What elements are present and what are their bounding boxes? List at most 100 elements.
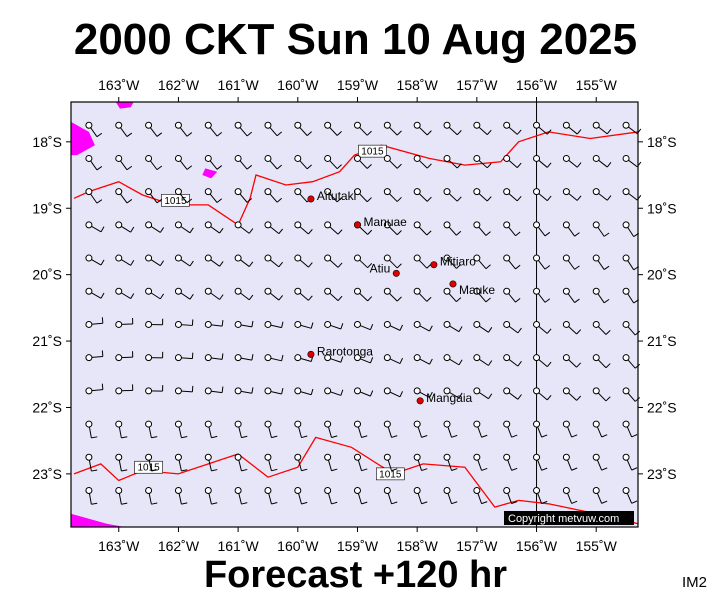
barb-station: [622, 154, 630, 162]
barb-station: [145, 387, 153, 395]
barb-station: [622, 387, 630, 395]
barb-flag: [211, 469, 218, 472]
barb-flag: [281, 354, 284, 361]
barb-station: [115, 254, 123, 262]
copyright-background: [504, 511, 634, 525]
barb-flag: [101, 383, 104, 390]
barb-station: [533, 154, 541, 162]
barb-station: [413, 486, 421, 494]
barb-station: [443, 254, 451, 262]
barb-flag: [456, 230, 462, 236]
barb-station: [622, 320, 630, 328]
barb-station: [413, 420, 421, 428]
barb-flag: [278, 261, 284, 268]
barb-flag: [156, 198, 163, 204]
isobar-line: [73, 131, 639, 226]
wind-barb: [234, 221, 254, 234]
barb-station: [592, 387, 600, 395]
copyright-box: Copyright metvuw.com: [504, 511, 634, 525]
barb-flag: [100, 292, 105, 299]
lat-label-left: 20˚S: [32, 267, 62, 283]
barb-station: [533, 221, 541, 229]
wind-barb: [473, 453, 488, 471]
wind-barb: [562, 287, 580, 303]
wind-barb: [503, 188, 522, 202]
barb-station: [85, 486, 93, 494]
barb-station: [234, 287, 242, 295]
wind-barb: [443, 420, 458, 438]
barb-station: [264, 254, 272, 262]
wind-barb: [383, 287, 402, 302]
wind-barb: [115, 287, 135, 299]
wind-barb: [324, 121, 342, 136]
wind-barb: [85, 383, 104, 395]
wind-barb: [174, 352, 194, 362]
barb-station: [204, 387, 212, 395]
lon-label-top: 156˚W: [516, 77, 558, 93]
barb-flag: [337, 262, 343, 268]
barb-flag: [101, 350, 104, 357]
island-label: Mauke: [459, 283, 495, 297]
lat-label-right: 18˚S: [647, 134, 677, 150]
barb-station: [85, 453, 93, 461]
barb-flag: [91, 502, 98, 505]
wind-barb: [145, 154, 163, 171]
barb-flag: [426, 163, 432, 169]
forecast-lead-time: Forecast +120 hr: [203, 554, 508, 596]
lon-label-bottom: 160˚W: [277, 538, 319, 554]
lon-label-bottom: 162˚W: [158, 538, 200, 554]
barb-flag: [488, 360, 493, 366]
barb-flag: [306, 164, 312, 170]
barb-flag: [486, 196, 492, 202]
barb-station: [294, 221, 302, 229]
wind-barb: [622, 486, 638, 504]
wind-barb: [503, 320, 522, 334]
barb-flag: [216, 198, 223, 203]
wind-barb: [443, 387, 463, 399]
barb-station: [592, 486, 600, 494]
copyright-text: Copyright metvuw.com: [508, 513, 619, 525]
wind-barb: [562, 188, 582, 201]
barb-flag: [603, 265, 610, 271]
barb-flag: [248, 294, 254, 301]
wind-barb: [145, 221, 165, 233]
barb-station: [204, 254, 212, 262]
wind-barb: [592, 420, 608, 438]
barb-station: [85, 221, 93, 229]
barb-flag: [276, 164, 282, 170]
barb-flag: [485, 297, 491, 303]
barb-flag: [429, 325, 433, 332]
barb-flag: [186, 198, 193, 204]
wind-barb: [622, 453, 638, 471]
barb-flag: [631, 467, 638, 471]
island-dot: [307, 350, 315, 358]
wind-barb: [174, 319, 194, 328]
wind-barb: [473, 387, 493, 400]
barb-station: [473, 387, 481, 395]
barb-flag: [367, 296, 373, 302]
barb-station: [264, 420, 272, 428]
barb-flag: [91, 469, 98, 472]
wind-barb: [145, 420, 158, 439]
wind-barb: [264, 287, 284, 301]
barb-station: [443, 188, 451, 196]
wind-barb: [85, 121, 103, 138]
barb-station: [353, 154, 361, 162]
barb-station: [503, 221, 511, 229]
barb-station: [174, 354, 182, 362]
wind-barb: [503, 254, 521, 270]
barb-flag: [121, 436, 128, 439]
wind-barb: [503, 221, 521, 237]
wind-barb: [503, 354, 522, 367]
barb-station: [383, 254, 391, 262]
island-dot: [392, 269, 400, 277]
wind-barb: [324, 420, 338, 439]
wind-barb: [383, 420, 398, 438]
barb-station: [533, 387, 541, 395]
wind-barb: [383, 188, 402, 202]
wind-barb: [592, 486, 608, 504]
wind-barb: [533, 320, 552, 334]
barb-station: [592, 354, 600, 362]
lon-label-top: 158˚W: [397, 77, 439, 93]
barb-station: [503, 354, 511, 362]
